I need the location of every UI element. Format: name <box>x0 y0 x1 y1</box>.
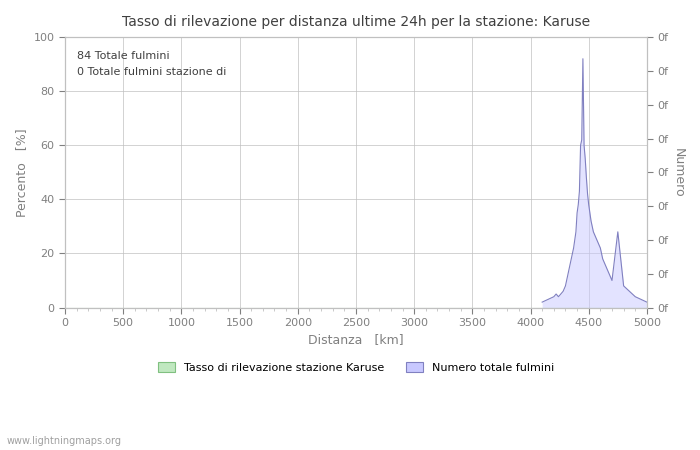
Legend: Tasso di rilevazione stazione Karuse, Numero totale fulmini: Tasso di rilevazione stazione Karuse, Nu… <box>153 358 559 378</box>
Title: Tasso di rilevazione per distanza ultime 24h per la stazione: Karuse: Tasso di rilevazione per distanza ultime… <box>122 15 590 29</box>
Text: 0 Totale fulmini stazione di: 0 Totale fulmini stazione di <box>76 67 226 77</box>
Y-axis label: Numero: Numero <box>672 148 685 197</box>
Text: 84 Totale fulmini: 84 Totale fulmini <box>76 51 169 61</box>
Text: www.lightningmaps.org: www.lightningmaps.org <box>7 436 122 446</box>
Y-axis label: Percento   [%]: Percento [%] <box>15 128 28 216</box>
X-axis label: Distanza   [km]: Distanza [km] <box>308 333 404 346</box>
